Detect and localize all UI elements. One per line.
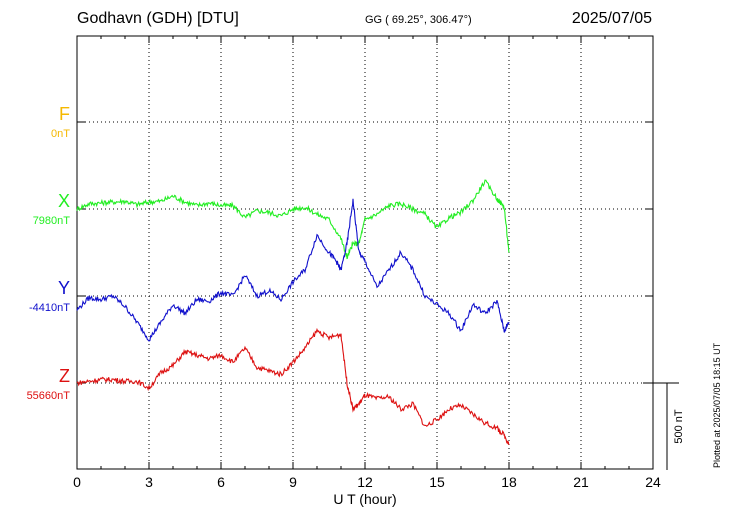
y-series-name: Y — [57, 278, 70, 298]
x-tick-label: 15 — [429, 474, 445, 490]
z-baseline-label: 55660nT — [26, 390, 70, 402]
series-x-line — [76, 179, 510, 260]
station-title: Godhavn (GDH) [DTU] — [77, 10, 239, 27]
x-tick-label: 9 — [289, 474, 297, 490]
geo-coordinates: GG ( 69.25°, 306.47°) — [365, 14, 472, 26]
series-y-line — [76, 198, 510, 342]
x-tick-label: 18 — [501, 474, 517, 490]
x-baseline-label: 7980nT — [32, 215, 70, 227]
scale-bar-label: 500 nT — [673, 409, 685, 444]
series-z-line — [76, 327, 510, 445]
z-series-name: Z — [59, 366, 70, 386]
x-tick-label: 21 — [573, 474, 589, 490]
x-axis-label: U T (hour) — [333, 491, 396, 507]
x-tick-label: 3 — [145, 474, 153, 490]
f-baseline-label: 0nT — [51, 128, 70, 140]
x-tick-label: 6 — [217, 474, 225, 490]
plotted-timestamp: Plotted at 2025/07/05 18:15 UT — [712, 342, 722, 468]
f-series-name: F — [59, 104, 70, 124]
x-tick-label: 0 — [73, 474, 81, 490]
plot-date: 2025/07/05 — [571, 10, 652, 27]
x-tick-label: 24 — [645, 474, 661, 490]
y-baseline-label: -4410nT — [29, 302, 70, 314]
x-tick-label: 12 — [357, 474, 373, 490]
x-series-name: X — [57, 191, 70, 211]
